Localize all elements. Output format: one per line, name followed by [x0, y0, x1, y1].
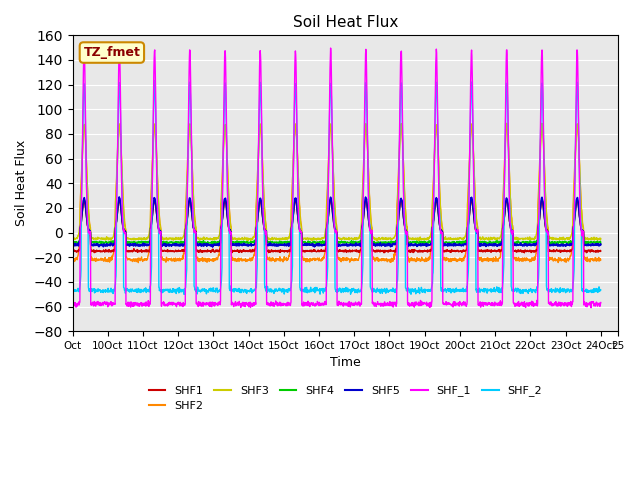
SHF_2 — [99, 287, 107, 293]
SHF_1 — [99, 300, 107, 305]
SHF_1 — [182, 301, 189, 307]
SHF_2 — [267, 286, 275, 292]
SHF_2 — [150, 78, 158, 84]
Title: Soil Heat Flux: Soil Heat Flux — [292, 15, 398, 30]
SHF4 — [285, 240, 292, 246]
SHF4 — [429, 218, 437, 224]
SHF2 — [429, 176, 437, 182]
Line: SHF5: SHF5 — [72, 197, 601, 247]
SHF5 — [99, 242, 107, 248]
SHF_2 — [430, 191, 438, 196]
SHF2 — [538, 120, 545, 126]
SHF5 — [285, 243, 292, 249]
SHF_2 — [597, 287, 605, 293]
SHF3 — [266, 237, 274, 242]
SHF1 — [327, 196, 335, 202]
Line: SHF3: SHF3 — [72, 123, 601, 240]
SHF1 — [284, 248, 292, 253]
SHF_1 — [429, 209, 437, 215]
SHF_1 — [327, 45, 335, 51]
Line: SHF4: SHF4 — [72, 198, 601, 244]
SHF3 — [287, 225, 294, 230]
SHF_1 — [266, 303, 274, 309]
Legend: SHF1, SHF2, SHF3, SHF4, SHF5, SHF_1, SHF_2: SHF1, SHF2, SHF3, SHF4, SHF5, SHF_1, SHF… — [144, 381, 547, 416]
SHF_1 — [287, 300, 294, 306]
Line: SHF1: SHF1 — [72, 199, 601, 253]
SHF2 — [68, 255, 76, 261]
SHF3 — [429, 187, 437, 192]
SHF_2 — [180, 291, 188, 297]
SHF1 — [429, 218, 437, 224]
SHF1 — [597, 248, 605, 254]
SHF5 — [182, 227, 189, 233]
SHF5 — [267, 242, 275, 248]
SHF3 — [182, 222, 189, 228]
Y-axis label: Soil Heat Flux: Soil Heat Flux — [15, 140, 28, 227]
SHF_2 — [182, 279, 189, 285]
SHF5 — [68, 242, 76, 248]
SHF5 — [287, 227, 295, 233]
SHF2 — [182, 204, 189, 209]
SHF_1 — [284, 300, 292, 305]
SHF5 — [209, 244, 216, 250]
SHF2 — [267, 256, 275, 262]
SHF_1 — [68, 300, 76, 306]
SHF4 — [267, 239, 275, 244]
SHF4 — [287, 237, 295, 242]
SHF_2 — [285, 286, 292, 291]
SHF1 — [68, 248, 76, 253]
SHF4 — [99, 240, 107, 246]
SHF2 — [99, 256, 107, 262]
SHF1 — [266, 248, 274, 254]
SHF3 — [68, 236, 76, 242]
SHF_1 — [597, 300, 605, 305]
SHF3 — [503, 120, 511, 126]
SHF3 — [99, 236, 107, 242]
SHF1 — [520, 250, 528, 256]
SHF4 — [68, 240, 76, 246]
SHF5 — [430, 216, 438, 222]
SHF1 — [287, 247, 294, 252]
SHF3 — [597, 236, 605, 241]
SHF4 — [597, 240, 605, 246]
Line: SHF_2: SHF_2 — [72, 81, 601, 294]
X-axis label: Time: Time — [330, 357, 361, 370]
SHF1 — [182, 247, 189, 252]
SHF4 — [182, 226, 189, 232]
SHF_2 — [68, 288, 76, 294]
Line: SHF2: SHF2 — [72, 123, 601, 263]
SHF3 — [415, 238, 422, 243]
SHF2 — [597, 257, 605, 263]
SHF2 — [285, 255, 292, 261]
SHF4 — [140, 241, 147, 247]
SHF1 — [99, 249, 107, 254]
SHF5 — [597, 241, 605, 247]
SHF4 — [467, 195, 475, 201]
SHF_2 — [287, 281, 295, 287]
Text: TZ_fmet: TZ_fmet — [83, 46, 140, 59]
SHF_1 — [588, 305, 595, 311]
SHF2 — [134, 260, 142, 265]
Line: SHF_1: SHF_1 — [72, 48, 601, 308]
SHF3 — [284, 235, 292, 241]
SHF5 — [115, 194, 123, 200]
SHF2 — [287, 233, 295, 239]
